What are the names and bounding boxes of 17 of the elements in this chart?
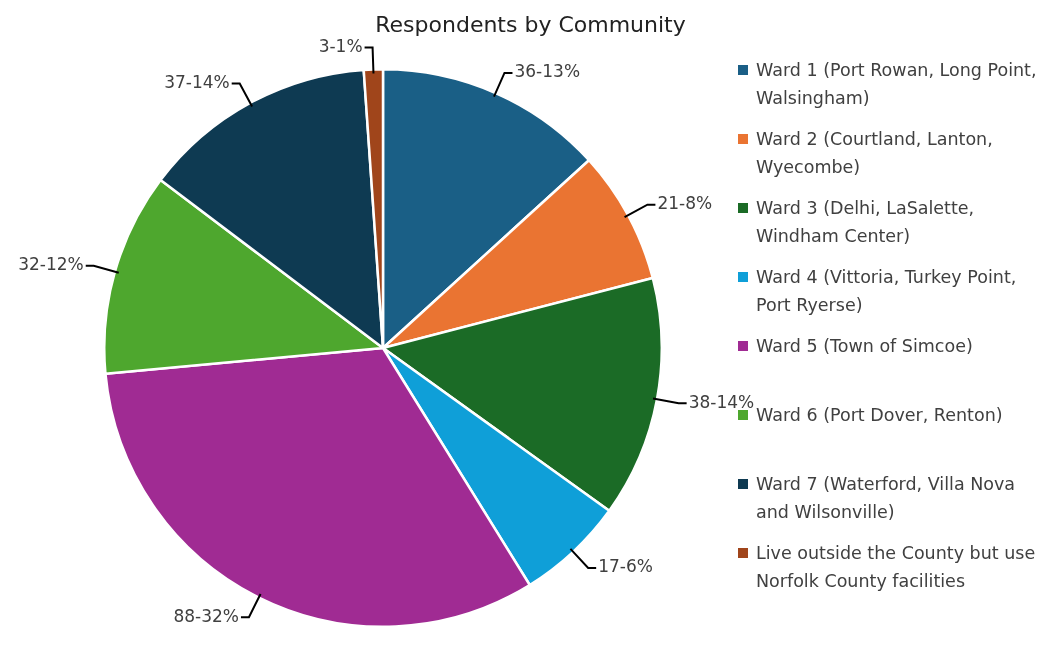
data-label: 17-6%: [598, 556, 653, 577]
legend-label: Ward 1 (Port Rowan, Long Point, Walsingham): [756, 59, 1038, 110]
data-label: 21-8%: [657, 193, 713, 214]
data-label: 37-14%: [164, 72, 230, 93]
legend-label: Live outside the County but use Norfolk County facilities: [756, 542, 1037, 593]
data-label: 3-1%: [318, 35, 363, 56]
data-label: 32-12%: [18, 254, 84, 275]
legend-label: Ward 4 (Vittoria, Turkey Point, Port Ryerse): [756, 266, 1018, 317]
chart-title: Respondents by Community: [374, 12, 687, 37]
legend-label: Ward 3 (Delhi, LaSalette, Windham Center): [756, 197, 976, 248]
legend-label: Ward 6 (Port Dover, Renton): [756, 404, 1003, 427]
data-label: 38-14%: [688, 391, 755, 412]
legend-label: Ward 7 (Waterford, Villa Nova and Wilsonville): [756, 473, 1017, 524]
data-label: 88-32%: [173, 605, 239, 626]
legend-label: Ward 5 (Town of Simcoe): [756, 335, 973, 358]
data-label: 36-13%: [514, 61, 581, 82]
legend-label: Ward 2 (Courtland, Lanton, Wyecombe): [756, 128, 994, 179]
